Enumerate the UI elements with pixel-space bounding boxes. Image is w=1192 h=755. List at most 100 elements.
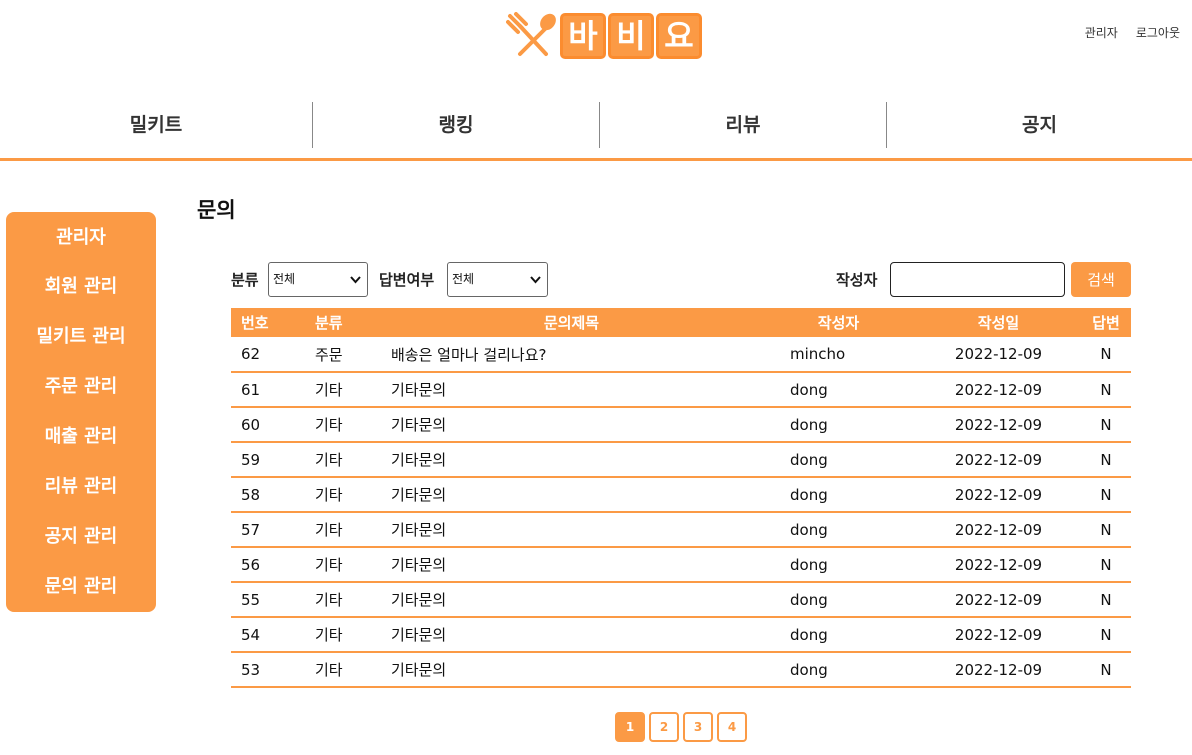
table-row[interactable]: 59 기타 기타문의 dong 2022-12-09 N [231, 442, 1131, 478]
chevron-down-icon [350, 264, 361, 310]
cell-answer: N [1081, 547, 1131, 583]
cell-answer: N [1081, 512, 1131, 548]
sidebar-item-members[interactable]: 회원 관리 [44, 276, 118, 297]
cell-answer: N [1081, 372, 1131, 408]
cell-date: 2022-12-09 [916, 407, 1081, 443]
cell-date: 2022-12-09 [916, 617, 1081, 653]
table-row[interactable]: 55 기타 기타문의 dong 2022-12-09 N [231, 582, 1131, 618]
page-title: 문의 [197, 198, 236, 222]
table-row[interactable]: 56 기타 기타문의 dong 2022-12-09 N [231, 547, 1131, 583]
category-select[interactable]: 전체 [268, 262, 368, 297]
main-nav: 밀키트 랭킹 리뷰 공지 [0, 102, 1192, 148]
sidebar-item-reviews[interactable]: 리뷰 관리 [44, 476, 118, 497]
cell-category: 기타 [306, 372, 382, 408]
cell-date: 2022-12-09 [916, 547, 1081, 583]
cell-writer: mincho [781, 337, 916, 373]
cell-category: 기타 [306, 547, 382, 583]
nav-item-review[interactable]: 리뷰 [600, 102, 887, 148]
page-button-4[interactable]: 4 [717, 712, 747, 742]
cell-writer: dong [781, 442, 916, 478]
pagination: 1 2 3 4 [615, 712, 747, 742]
table-row[interactable]: 57 기타 기타문의 dong 2022-12-09 N [231, 512, 1131, 548]
sidebar-item-mealkits[interactable]: 밀키트 관리 [36, 326, 126, 347]
cell-date: 2022-12-09 [916, 477, 1081, 513]
writer-search-input[interactable] [890, 262, 1065, 297]
col-header-date: 작성일 [916, 308, 1081, 337]
sidebar-item-notices[interactable]: 공지 관리 [44, 526, 118, 547]
cell-writer: dong [781, 477, 916, 513]
cell-title[interactable]: 기타문의 [382, 582, 781, 618]
cell-date: 2022-12-09 [916, 337, 1081, 373]
table-row[interactable]: 53 기타 기타문의 dong 2022-12-09 N [231, 652, 1131, 688]
cell-writer: dong [781, 617, 916, 653]
cell-category: 기타 [306, 512, 382, 548]
cell-category: 기타 [306, 652, 382, 688]
inquiry-table: 번호 분류 문의제목 작성자 작성일 답변 62 주문 배송은 얼마나 걸리나요? m… [231, 308, 1131, 688]
cell-writer: dong [781, 547, 916, 583]
cell-title[interactable]: 배송은 얼마나 걸리나요? [382, 337, 781, 373]
table-row[interactable]: 60 기타 기타문의 dong 2022-12-09 N [231, 407, 1131, 443]
cell-number: 54 [231, 617, 306, 653]
answer-select[interactable]: 전체 [447, 262, 548, 297]
nav-item-ranking[interactable]: 랭킹 [313, 102, 600, 148]
cell-title[interactable]: 기타문의 [382, 547, 781, 583]
category-select-value: 전체 [273, 272, 296, 286]
cell-title[interactable]: 기타문의 [382, 407, 781, 443]
cell-writer: dong [781, 582, 916, 618]
nav-item-notice[interactable]: 공지 [1022, 114, 1057, 136]
sidebar-item-admin[interactable]: 관리자 [56, 227, 106, 248]
table-row[interactable]: 61 기타 기타문의 dong 2022-12-09 N [231, 372, 1131, 408]
cell-answer: N [1081, 442, 1131, 478]
col-header-answer: 답변 [1081, 308, 1131, 337]
cell-number: 55 [231, 582, 306, 618]
cell-number: 53 [231, 652, 306, 688]
category-label: 분류 [231, 271, 259, 289]
logout-link[interactable]: 로그아웃 [1135, 26, 1180, 40]
search-button[interactable]: 검색 [1071, 262, 1131, 297]
cell-title[interactable]: 기타문의 [382, 652, 781, 688]
table-row[interactable]: 62 주문 배송은 얼마나 걸리나요? mincho 2022-12-09 N [231, 337, 1131, 373]
table-row[interactable]: 58 기타 기타문의 dong 2022-12-09 N [231, 477, 1131, 513]
cell-writer: dong [781, 512, 916, 548]
cell-category: 기타 [306, 407, 382, 443]
admin-link[interactable]: 관리자 [1084, 26, 1118, 40]
cell-title[interactable]: 기타문의 [382, 372, 781, 408]
answer-select-value: 전체 [452, 272, 475, 286]
logo-char: 비 [608, 13, 654, 59]
cell-number: 60 [231, 407, 306, 443]
page-button-1[interactable]: 1 [615, 712, 645, 742]
cell-date: 2022-12-09 [916, 442, 1081, 478]
site-logo[interactable]: 바 비 요 [506, 12, 702, 60]
filter-bar: 분류 전체 답변여부 전체 작성자 검색 [231, 262, 1131, 298]
cell-date: 2022-12-09 [916, 512, 1081, 548]
cell-answer: N [1081, 617, 1131, 653]
sidebar-item-sales[interactable]: 매출 관리 [44, 426, 118, 447]
sidebar-item-inquiries[interactable]: 문의 관리 [44, 576, 118, 597]
cell-answer: N [1081, 652, 1131, 688]
cell-category: 기타 [306, 582, 382, 618]
cell-number: 56 [231, 547, 306, 583]
table-row[interactable]: 54 기타 기타문의 dong 2022-12-09 N [231, 617, 1131, 653]
nav-item-mealkit[interactable]: 밀키트 [0, 102, 313, 148]
cell-title[interactable]: 기타문의 [382, 477, 781, 513]
cell-date: 2022-12-09 [916, 582, 1081, 618]
logo-char: 요 [656, 13, 702, 59]
cell-title[interactable]: 기타문의 [382, 617, 781, 653]
cell-number: 58 [231, 477, 306, 513]
sidebar-item-orders[interactable]: 주문 관리 [44, 376, 118, 397]
page-button-3[interactable]: 3 [683, 712, 713, 742]
cell-number: 61 [231, 372, 306, 408]
writer-label: 작성자 [836, 271, 878, 289]
cell-title[interactable]: 기타문의 [382, 442, 781, 478]
nav-divider [0, 158, 1192, 161]
fork-spoon-icon [506, 12, 556, 56]
cell-title[interactable]: 기타문의 [382, 512, 781, 548]
top-links: 관리자 로그아웃 [1085, 24, 1180, 41]
page-button-2[interactable]: 2 [649, 712, 679, 742]
chevron-down-icon [530, 264, 541, 310]
cell-writer: dong [781, 372, 916, 408]
cell-number: 62 [231, 337, 306, 373]
col-header-category: 분류 [306, 308, 382, 337]
cell-writer: dong [781, 652, 916, 688]
cell-answer: N [1081, 407, 1131, 443]
